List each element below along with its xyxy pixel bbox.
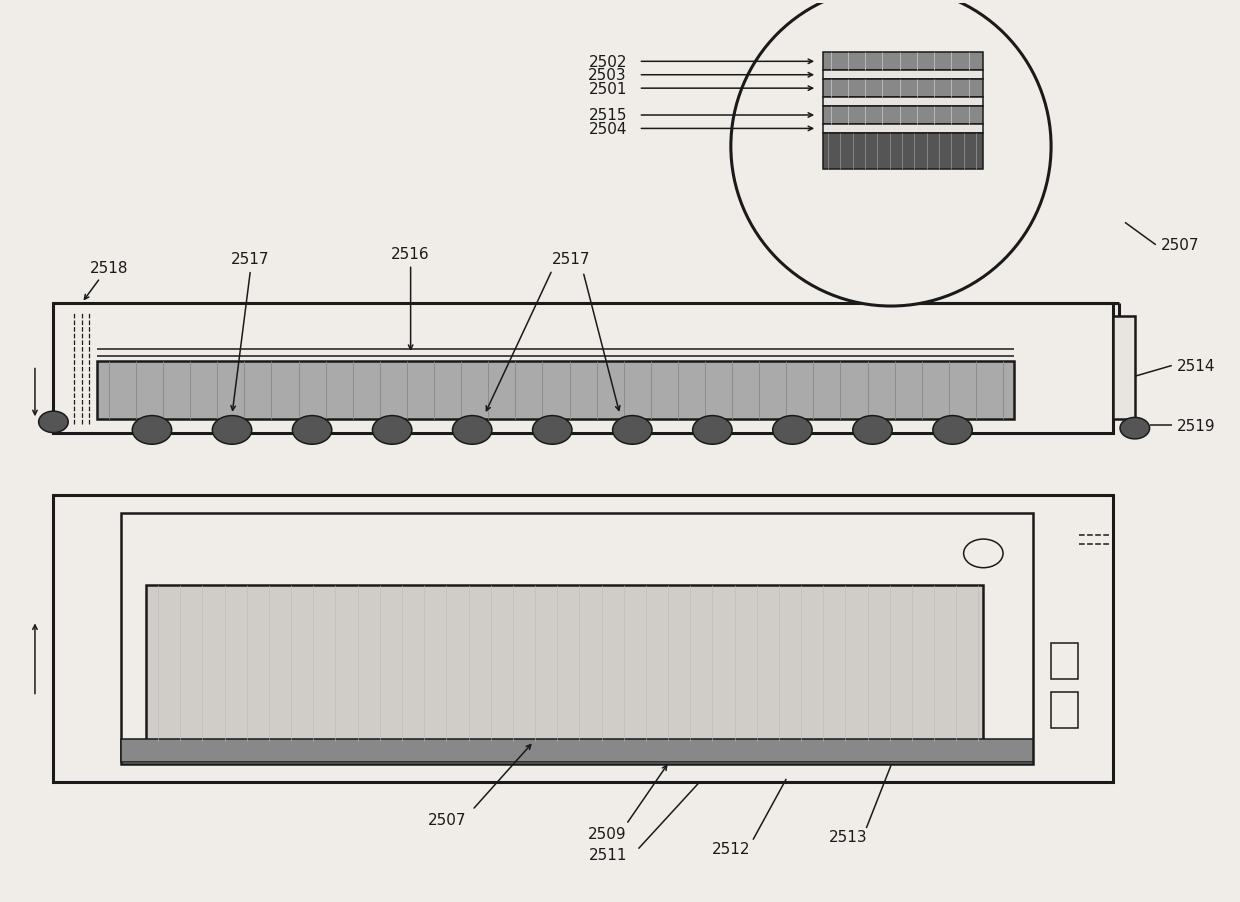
Text: 2517: 2517	[231, 252, 270, 266]
Text: 2507: 2507	[428, 812, 466, 827]
Bar	[97, 362, 1014, 419]
Bar	[146, 585, 983, 741]
Text: 2501: 2501	[589, 81, 627, 97]
Circle shape	[693, 416, 732, 445]
Bar	[823, 71, 983, 80]
Text: 2513: 2513	[828, 830, 867, 844]
Circle shape	[133, 416, 171, 445]
Bar	[1052, 693, 1078, 728]
Text: 2509: 2509	[588, 826, 627, 841]
Text: 2518: 2518	[89, 261, 128, 275]
Bar	[823, 53, 983, 71]
Text: 2516: 2516	[392, 247, 430, 262]
Bar	[122, 513, 1033, 764]
Text: 2504: 2504	[589, 122, 627, 137]
Text: 2519: 2519	[1177, 419, 1215, 434]
Bar	[823, 98, 983, 107]
Ellipse shape	[730, 0, 1052, 307]
Circle shape	[453, 416, 492, 445]
Text: 2502: 2502	[589, 55, 627, 69]
Text: 2517: 2517	[552, 252, 590, 266]
Bar	[53, 304, 1112, 433]
Text: 2511: 2511	[589, 848, 627, 862]
Bar	[1112, 317, 1135, 419]
Circle shape	[293, 416, 332, 445]
Text: 2503: 2503	[588, 69, 627, 83]
Text: 2507: 2507	[1161, 238, 1199, 253]
Text: 2514: 2514	[1177, 359, 1215, 373]
Text: 2515: 2515	[589, 108, 627, 124]
Circle shape	[773, 416, 812, 445]
Bar	[122, 740, 1033, 762]
Circle shape	[372, 416, 412, 445]
Circle shape	[613, 416, 652, 445]
Bar	[823, 80, 983, 98]
Circle shape	[38, 411, 68, 433]
Circle shape	[212, 416, 252, 445]
Circle shape	[853, 416, 893, 445]
Circle shape	[932, 416, 972, 445]
Bar	[823, 107, 983, 124]
Bar	[823, 124, 983, 133]
Bar	[1052, 643, 1078, 679]
Text: 2512: 2512	[712, 842, 750, 856]
Circle shape	[532, 416, 572, 445]
Bar	[53, 496, 1112, 782]
Bar	[823, 133, 983, 170]
Circle shape	[1120, 418, 1149, 439]
